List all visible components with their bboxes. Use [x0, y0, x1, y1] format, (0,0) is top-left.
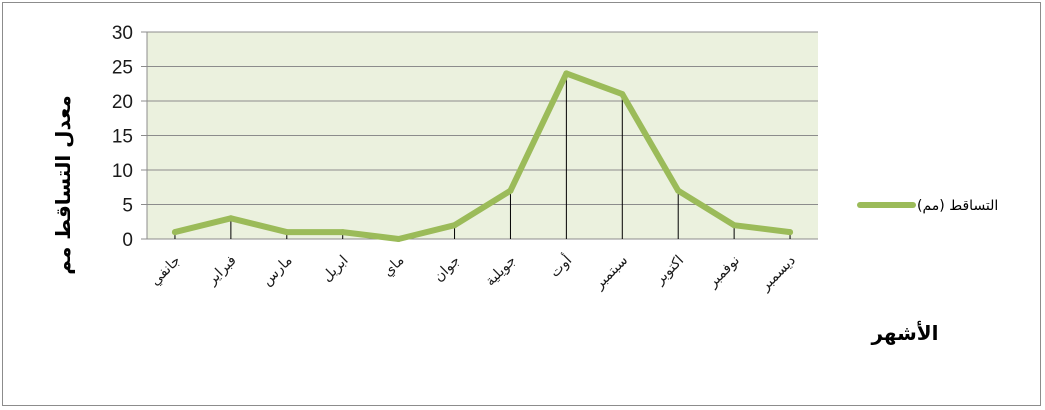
- x-tick-label: فبراير: [204, 253, 240, 289]
- x-axis-title: الأشهر: [870, 320, 938, 345]
- series-line: [171, 70, 794, 242]
- x-tick-label: اكتوبر: [651, 253, 687, 289]
- data-point: [451, 222, 458, 229]
- x-axis-ticks: جانفي فبراير مارس ابريل ماي جوان جويلية أوت سبتم…: [147, 251, 799, 295]
- x-tick-label: جوان: [431, 253, 464, 286]
- data-point: [395, 236, 402, 242]
- data-point: [619, 91, 626, 98]
- data-point: [731, 222, 738, 229]
- data-point: [339, 229, 346, 236]
- y-tick-label: 5: [122, 196, 133, 217]
- grid-lines: [141, 31, 818, 240]
- x-tick-label: نوفمبر: [704, 253, 743, 292]
- series-layer: [171, 70, 794, 242]
- x-tick-label: جويلية: [482, 253, 519, 290]
- x-tick-label: أوت: [546, 251, 576, 281]
- y-tick-label: 20: [112, 92, 133, 113]
- data-point: [283, 229, 290, 236]
- y-tick-label: 30: [112, 23, 133, 44]
- legend: التساقط (مم): [857, 198, 998, 214]
- x-tick-label: سبتمبر: [591, 253, 631, 293]
- y-axis-ticks: 0 5 10 15 20 25 30: [112, 23, 133, 251]
- data-point: [171, 229, 178, 236]
- x-tick-label: ابريل: [319, 253, 352, 286]
- y-tick-label: 25: [112, 58, 133, 79]
- y-tick-label: 10: [112, 161, 133, 182]
- y-tick-label: 0: [122, 230, 133, 251]
- data-point: [675, 187, 682, 194]
- x-tick-label: ماي: [380, 253, 407, 280]
- data-point: [507, 187, 514, 194]
- y-axis-title: معدل التساقط مم: [51, 95, 75, 274]
- x-tick-label: مارس: [259, 253, 296, 290]
- x-tick-label: ديسمبر: [757, 253, 799, 295]
- x-tick-label: جانفي: [147, 253, 183, 289]
- data-point: [563, 70, 570, 77]
- data-point: [787, 229, 794, 236]
- y-tick-label: 15: [112, 127, 133, 148]
- legend-label: التساقط (مم): [917, 198, 998, 214]
- data-point: [227, 215, 234, 222]
